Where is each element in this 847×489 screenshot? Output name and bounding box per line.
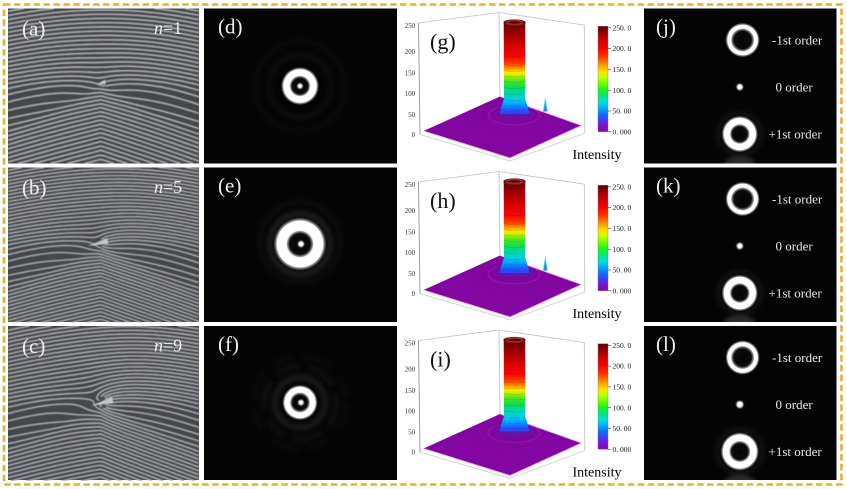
svg-text:(l): (l)	[656, 332, 676, 356]
svg-text:250. 0: 250. 0	[613, 23, 632, 32]
svg-text:Intensity: Intensity	[573, 307, 622, 322]
svg-text:(k): (k)	[656, 174, 681, 198]
svg-text:(c): (c)	[22, 334, 45, 358]
svg-text:150. 0: 150. 0	[613, 65, 632, 74]
svg-text:(a): (a)	[22, 17, 45, 41]
svg-text:250. 0: 250. 0	[613, 182, 632, 191]
svg-text:50: 50	[408, 429, 415, 436]
svg-text:0: 0	[412, 291, 416, 298]
svg-text:150. 0: 150. 0	[613, 383, 632, 392]
svg-text:+1st order: +1st order	[769, 127, 823, 142]
svg-text:-1st order: -1st order	[772, 192, 823, 207]
svg-text:0. 000: 0. 000	[613, 286, 632, 295]
svg-text:250: 250	[405, 23, 416, 30]
svg-text:0. 000: 0. 000	[613, 127, 632, 136]
svg-text:0 order: 0 order	[776, 397, 814, 412]
svg-text:-1st order: -1st order	[772, 350, 823, 365]
svg-text:0. 000: 0. 000	[613, 445, 632, 454]
svg-text:100: 100	[405, 91, 416, 98]
svg-text:50: 50	[408, 271, 415, 278]
svg-text:+1st order: +1st order	[769, 444, 823, 459]
svg-text:(f): (f)	[218, 332, 239, 356]
svg-text:n=1: n=1	[154, 18, 182, 38]
svg-text:(i): (i)	[430, 347, 451, 372]
svg-text:150. 0: 150. 0	[613, 224, 632, 233]
svg-text:0: 0	[412, 450, 416, 457]
svg-text:50. 00: 50. 00	[613, 424, 632, 433]
svg-text:50. 00: 50. 00	[613, 107, 632, 116]
svg-text:-1st order: -1st order	[772, 33, 823, 48]
svg-text:200: 200	[405, 208, 416, 215]
svg-text:100. 0: 100. 0	[613, 403, 632, 412]
svg-text:100. 0: 100. 0	[613, 86, 632, 95]
svg-text:(g): (g)	[430, 29, 456, 54]
svg-text:250: 250	[405, 340, 416, 347]
svg-text:0: 0	[412, 132, 416, 139]
svg-text:0 order: 0 order	[776, 239, 814, 254]
svg-text:100. 0: 100. 0	[613, 245, 632, 254]
svg-text:(h): (h)	[430, 188, 456, 213]
svg-text:(d): (d)	[218, 15, 243, 39]
svg-text:100: 100	[405, 409, 416, 416]
svg-text:0 order: 0 order	[776, 80, 814, 95]
svg-text:100: 100	[405, 250, 416, 257]
svg-text:+1st order: +1st order	[769, 286, 823, 301]
svg-text:n=5: n=5	[154, 177, 182, 197]
svg-text:250. 0: 250. 0	[613, 341, 632, 350]
svg-text:(b): (b)	[22, 176, 47, 200]
svg-text:200: 200	[405, 49, 416, 56]
svg-text:50: 50	[408, 112, 415, 119]
svg-text:250: 250	[405, 182, 416, 189]
svg-text:(j): (j)	[656, 15, 676, 39]
svg-text:n=9: n=9	[154, 336, 182, 356]
svg-text:150: 150	[405, 229, 416, 236]
svg-text:50. 00: 50. 00	[613, 266, 632, 275]
svg-text:200. 0: 200. 0	[613, 203, 632, 212]
svg-text:Intensity: Intensity	[573, 148, 622, 163]
svg-text:200. 0: 200. 0	[613, 44, 632, 53]
svg-text:150: 150	[405, 388, 416, 395]
svg-text:(e): (e)	[218, 174, 241, 198]
svg-text:Intensity: Intensity	[573, 466, 622, 481]
svg-text:150: 150	[405, 70, 416, 77]
svg-text:200: 200	[405, 367, 416, 374]
svg-text:200. 0: 200. 0	[613, 362, 632, 371]
